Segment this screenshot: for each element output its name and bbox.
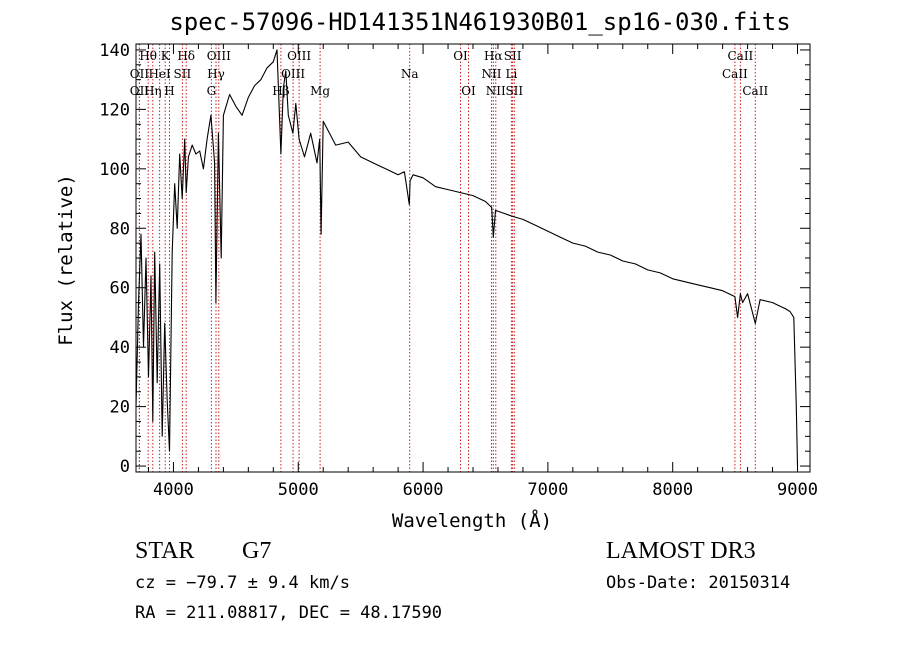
y-tick-label: 100	[99, 160, 130, 180]
y-tick-label: 60	[110, 279, 130, 299]
line-marker-label: Li	[505, 67, 517, 81]
line-marker-label: Hβ	[272, 84, 289, 98]
x-axis-label: Wavelength (Å)	[391, 510, 553, 532]
line-marker-label: Na	[401, 67, 419, 81]
x-tick-label: 7000	[527, 480, 568, 500]
y-tick-label: 0	[120, 457, 130, 477]
observation-date: Obs-Date: 20150314	[606, 573, 791, 593]
line-marker-label: OIII	[207, 49, 231, 63]
y-axis-label: Flux (relative)	[55, 174, 77, 346]
survey-name: LAMOST DR3	[606, 538, 756, 564]
x-tick-label: 8000	[652, 480, 693, 500]
line-marker-label: CaII	[742, 84, 768, 98]
object-subclass: G7	[242, 538, 272, 564]
y-tick-label: 120	[99, 100, 130, 120]
line-marker-label: Mg	[310, 84, 330, 98]
spectrum-series	[135, 49, 799, 467]
line-marker-label: G	[207, 84, 217, 98]
object-class: STAR	[135, 538, 195, 564]
line-marker-label: Hα	[484, 49, 503, 63]
y-tick-label: 140	[99, 41, 130, 61]
line-marker-label: NII	[482, 67, 502, 81]
coordinates: RA = 211.08817, DEC = 48.17590	[135, 603, 443, 623]
y-tick-label: 80	[110, 219, 130, 239]
line-marker-label: NII	[486, 84, 506, 98]
y-tick-label: 40	[110, 338, 130, 358]
line-marker-label: Hδ	[177, 49, 195, 63]
line-marker-label: OII	[130, 67, 150, 81]
x-tick-label: 9000	[777, 480, 818, 500]
redshift-velocity: cz = −79.7 ± 9.4 km/s	[135, 573, 350, 593]
line-marker-label: K	[161, 49, 171, 63]
line-marker-label: OIII	[281, 67, 305, 81]
line-marker-label: OI	[453, 49, 468, 63]
line-marker-label: Hη	[144, 84, 162, 98]
line-marker-label: H	[164, 84, 174, 98]
line-marker-label: Hγ	[207, 67, 225, 81]
line-marker-label: SII	[174, 67, 192, 81]
x-tick-label: 5000	[278, 480, 319, 500]
line-marker-label: CaII	[722, 67, 748, 81]
x-tick-label: 6000	[403, 480, 444, 500]
x-tick-label: 4000	[153, 480, 194, 500]
line-marker-label: SII	[505, 84, 523, 98]
line-marker-label: Hθ	[139, 49, 157, 63]
line-marker-label: OIII	[287, 49, 311, 63]
chart-title: spec-57096-HD141351N461930B01_sp16-030.f…	[169, 8, 791, 36]
line-marker-label: OII	[130, 84, 150, 98]
y-tick-label: 20	[110, 398, 130, 418]
line-marker-label: HeI	[148, 67, 171, 81]
line-marker-label: SII	[504, 49, 522, 63]
line-marker-label: OI	[461, 84, 476, 98]
line-marker-label: CaII	[727, 49, 753, 63]
